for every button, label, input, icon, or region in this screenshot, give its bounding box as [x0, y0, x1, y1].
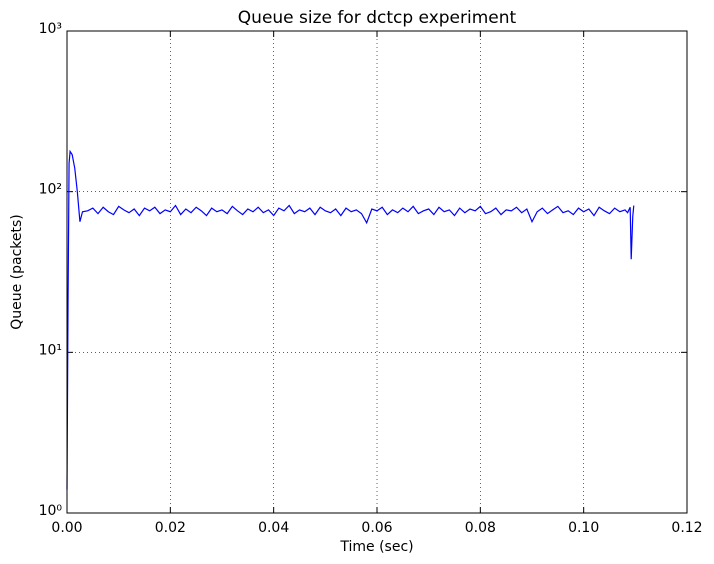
y-tick-label: 10⁰: [39, 503, 63, 519]
x-tick-label: 0.04: [258, 520, 289, 536]
x-tick-label: 0.00: [51, 520, 82, 536]
x-tick-label: 0.06: [361, 520, 392, 536]
x-tick-label: 0.08: [465, 520, 496, 536]
y-axis-label: Queue (packets): [9, 214, 25, 330]
x-tick-label: 0.12: [671, 520, 702, 536]
plot-frame: [66, 30, 688, 514]
y-tick-label: 10²: [39, 182, 62, 198]
x-tick-label: 0.10: [568, 520, 599, 536]
x-axis-label: Time (sec): [339, 539, 413, 555]
x-tick-label: 0.02: [155, 520, 186, 536]
data-line: [66, 149, 635, 490]
y-tick-label: 10¹: [39, 342, 62, 358]
chart-title: Queue size for dctcp experiment: [238, 8, 517, 28]
y-tick-label: 10³: [39, 21, 62, 37]
